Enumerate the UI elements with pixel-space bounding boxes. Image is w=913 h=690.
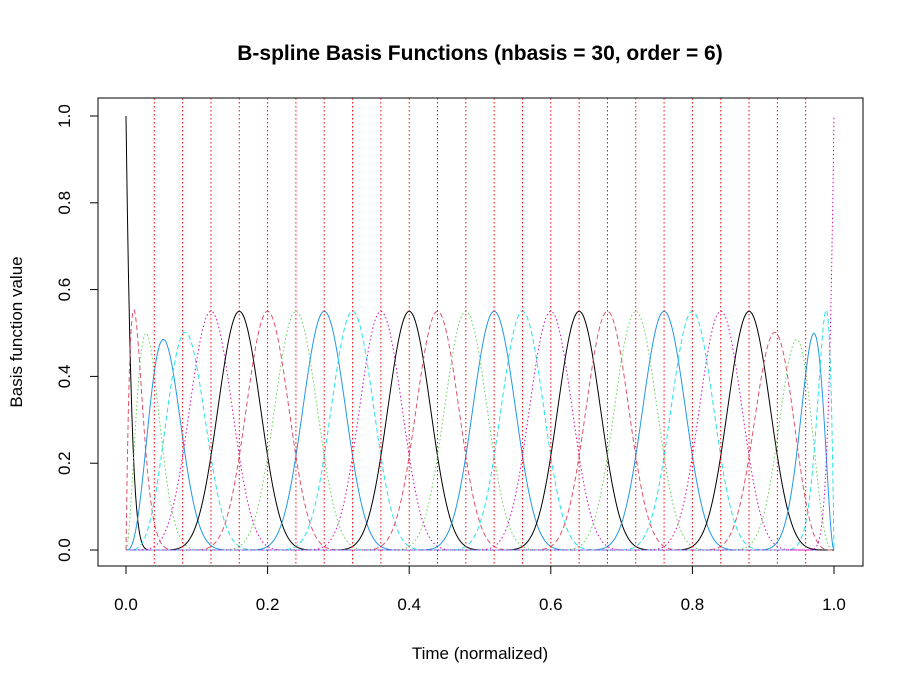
- chart-title: B-spline Basis Functions (nbasis = 30, o…: [237, 42, 722, 65]
- y-tick-label: 0.6: [55, 278, 74, 302]
- basis-function-line: [126, 310, 834, 551]
- basis-function-line: [126, 310, 834, 551]
- x-axis-label: Time (normalized): [412, 644, 548, 663]
- x-tick-label: 0.0: [114, 595, 138, 614]
- basis-function-line: [126, 310, 834, 551]
- basis-function-line: [126, 310, 834, 551]
- y-axis-label: Basis function value: [7, 256, 26, 407]
- basis-function-line: [126, 310, 834, 551]
- basis-function-line: [126, 331, 834, 551]
- basis-function-line: [126, 310, 834, 551]
- basis-function-line: [126, 310, 834, 551]
- basis-function-line: [126, 310, 834, 551]
- y-tick-label: 0.2: [55, 451, 74, 475]
- x-tick-label: 0.6: [539, 595, 563, 614]
- basis-function-line: [126, 310, 834, 551]
- basis-function-line: [126, 310, 834, 551]
- y-axis: 0.0 0.2 0.4 0.6 0.8 1.0: [55, 104, 99, 562]
- plot-frame: [97, 97, 864, 567]
- basis-function-line: [125, 115, 834, 551]
- basis-function-line: [125, 339, 834, 551]
- y-tick-label: 1.0: [55, 104, 74, 128]
- x-tick-label: 0.8: [681, 595, 705, 614]
- basis-function-line: [126, 332, 835, 551]
- x-tick-label: 1.0: [822, 595, 846, 614]
- basis-function-line: [126, 310, 834, 551]
- basis-function-line: [126, 310, 834, 551]
- basis-function-line: [126, 339, 835, 551]
- plot-area: [125, 98, 835, 566]
- basis-function-line: [126, 115, 835, 551]
- x-axis: 0.0 0.2 0.4 0.6 0.8 1.0: [114, 565, 846, 614]
- basis-function-line: [126, 310, 834, 551]
- y-tick-label: 0.4: [55, 365, 74, 389]
- basis-function-line: [126, 310, 834, 551]
- basis-function-line: [126, 331, 834, 551]
- y-tick-label: 0.8: [55, 191, 74, 215]
- basis-function-line: [125, 309, 834, 551]
- basis-function-line: [126, 310, 834, 551]
- basis-function-line: [126, 310, 834, 551]
- basis-function-line: [125, 332, 834, 551]
- y-tick-label: 0.0: [55, 538, 74, 562]
- basis-function-line: [126, 310, 834, 551]
- basis-function-line: [126, 310, 834, 551]
- x-tick-label: 0.4: [397, 595, 421, 614]
- basis-function-line: [126, 310, 834, 551]
- basis-function-line: [126, 310, 834, 551]
- x-tick-label: 0.2: [256, 595, 280, 614]
- basis-function-line: [126, 309, 835, 551]
